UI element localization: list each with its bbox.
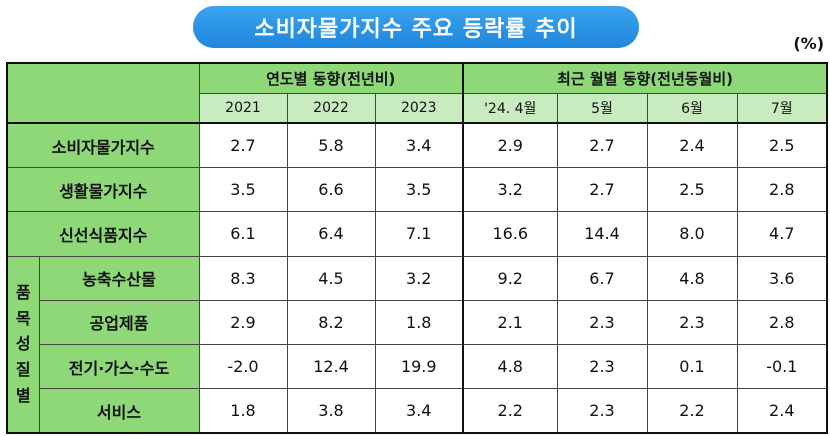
- table-cell: 2.9: [198, 299, 288, 345]
- table-cell: 4.7: [736, 211, 828, 257]
- corner-header: [6, 62, 200, 124]
- table-cell: 2.3: [556, 388, 648, 434]
- row-label: 신선식품지수: [6, 211, 200, 257]
- table-cell: -0.1: [736, 343, 828, 390]
- table-cell: 2.7: [556, 167, 648, 213]
- row-label: 소비자물가지수: [6, 122, 200, 169]
- row-label: 공업제품: [38, 299, 200, 345]
- data-table: 연도별 동향(전년비) 최근 월별 동향(전년동월비) 2021 2022 2023…: [6, 62, 829, 434]
- table-cell: 19.9: [374, 343, 464, 390]
- table-cell: 2.8: [736, 167, 828, 213]
- table-cell: 6.6: [286, 167, 376, 213]
- table-cell: 8.0: [646, 211, 738, 257]
- table-cell: 2.3: [556, 299, 648, 345]
- table-cell: 3.5: [198, 167, 288, 213]
- table-cell: 12.4: [286, 343, 376, 390]
- table-cell: 3.2: [374, 255, 464, 301]
- table-cell: 2.2: [646, 388, 738, 434]
- table-cell: 1.8: [374, 299, 464, 345]
- row-label: 서비스: [38, 388, 200, 434]
- table-cell: 2.7: [198, 122, 288, 169]
- table-cell: 4.8: [462, 343, 558, 390]
- table-cell: 2.4: [646, 122, 738, 169]
- unit-label: (%): [793, 34, 824, 53]
- column-header: 2022: [286, 92, 376, 124]
- column-header: 6월: [646, 92, 738, 124]
- table-cell: 3.4: [374, 388, 464, 434]
- table-cell: 16.6: [462, 211, 558, 257]
- table-row: 전기·가스·수도 -2.0 12.4 19.9 4.8 2.3 0.1 -0.1: [7, 343, 828, 390]
- table-cell: 6.7: [556, 255, 648, 301]
- table-row: 품 목 성 질 별 농축수산물 8.3 4.5 3.2 9.2 6.7 4.8 3.6: [6, 255, 828, 434]
- table-cell: 4.5: [286, 255, 376, 301]
- table-cell: 14.4: [556, 211, 648, 257]
- table-cell: 8.2: [286, 299, 376, 345]
- table-cell: 2.8: [736, 299, 828, 345]
- table-cell: 2.5: [736, 122, 828, 169]
- table-cell: 9.2: [462, 255, 558, 301]
- monthly-group-header: 최근 월별 동향(전년동월비): [462, 62, 828, 94]
- table-cell: 3.2: [462, 167, 558, 213]
- table-row: 신선식품지수 6.1 6.4 7.1 16.6 14.4 8.0 4.7: [6, 211, 828, 257]
- table-row: 소비자물가지수 2.7 5.8 3.4 2.9 2.7 2.4 2.5: [6, 122, 828, 169]
- row-label: 전기·가스·수도: [38, 343, 200, 390]
- chart-title: 소비자물가지수 주요 등락률 추이: [193, 6, 639, 48]
- table-cell: 2.2: [462, 388, 558, 434]
- table-cell: 1.8: [198, 388, 288, 434]
- table-cell: 3.5: [374, 167, 464, 213]
- table-cell: 6.4: [286, 211, 376, 257]
- table-cell: 2.3: [646, 299, 738, 345]
- table-cell: -2.0: [198, 343, 288, 390]
- table-cell: 7.1: [374, 211, 464, 257]
- table-cell: 3.8: [286, 388, 376, 434]
- table-cell: 2.5: [646, 167, 738, 213]
- table-cell: 5.8: [286, 122, 376, 169]
- table-cell: 2.3: [556, 343, 648, 390]
- column-header: 5월: [556, 92, 648, 124]
- table-row: 생활물가지수 3.5 6.6 3.5 3.2 2.7 2.5 2.8: [6, 167, 828, 213]
- table-cell: 4.8: [646, 255, 738, 301]
- column-header: 7월: [736, 92, 828, 124]
- table-cell: 0.1: [646, 343, 738, 390]
- column-header: 2021: [198, 92, 288, 124]
- table-cell: 3.6: [736, 255, 828, 301]
- table-cell: 2.4: [736, 388, 828, 434]
- table-row: 서비스 1.8 3.8 3.4 2.2 2.3 2.2 2.4: [7, 388, 828, 434]
- row-label: 생활물가지수: [6, 167, 200, 213]
- column-header: 2023: [374, 92, 464, 124]
- table-cell: 3.4: [374, 122, 464, 169]
- table-cell: 2.9: [462, 122, 558, 169]
- column-header: '24. 4월: [462, 92, 558, 124]
- table-cell: 8.3: [198, 255, 288, 301]
- annual-group-header: 연도별 동향(전년비): [198, 62, 464, 94]
- table-cell: 2.7: [556, 122, 648, 169]
- table-row: 공업제품 2.9 8.2 1.8 2.1 2.3 2.3 2.8: [7, 299, 828, 345]
- row-label: 농축수산물: [38, 255, 200, 301]
- table-cell: 6.1: [198, 211, 288, 257]
- table-cell: 2.1: [462, 299, 558, 345]
